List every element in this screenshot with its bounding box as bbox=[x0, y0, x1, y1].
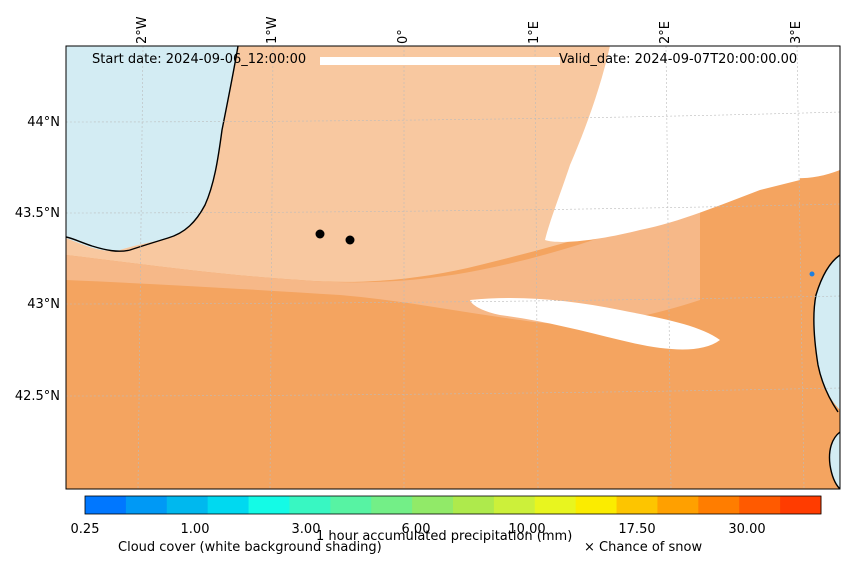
colorbar-tick: 3.00 bbox=[291, 522, 321, 537]
lat-label-43n: 43°N bbox=[27, 297, 60, 312]
colorbar-segment bbox=[248, 496, 290, 514]
colorbar bbox=[84, 495, 822, 515]
colorbar-segment bbox=[616, 496, 658, 514]
land-east bbox=[813, 255, 840, 410]
colorbar-segment bbox=[207, 496, 250, 514]
coastline-east-south bbox=[828, 431, 840, 489]
colorbar-tick: 10.00 bbox=[508, 522, 546, 537]
land-north-west bbox=[66, 46, 238, 251]
lat-label-42-5n: 42.5°N bbox=[14, 389, 60, 404]
colorbar-tick: 1.00 bbox=[180, 522, 210, 537]
colorbar-segment bbox=[575, 496, 618, 514]
header-strip bbox=[320, 57, 560, 65]
valid-date-text: Valid_date: 2024-09-07T20:00:00.00 bbox=[559, 52, 798, 67]
lon-label-1w: 1°W bbox=[265, 16, 280, 44]
colorbar-segment bbox=[739, 496, 781, 514]
colorbar-segment bbox=[493, 496, 536, 514]
lon-label-2e: 2°E bbox=[658, 21, 673, 44]
gridlines bbox=[66, 46, 840, 489]
colorbar-segment bbox=[657, 496, 699, 514]
colorbar-tick: 0.25 bbox=[70, 522, 100, 537]
cloud-free-patch-south bbox=[470, 298, 720, 350]
map-border bbox=[65, 45, 841, 490]
land-east-south bbox=[829, 432, 840, 489]
colorbar-segment bbox=[125, 496, 168, 514]
colorbar-segment bbox=[780, 496, 822, 514]
colorbar-title: 1 hour accumulated precipitation (mm) bbox=[316, 529, 573, 544]
colorbar-segment bbox=[371, 496, 413, 514]
colorbar-segment bbox=[453, 496, 495, 514]
colorbar-segment bbox=[330, 496, 372, 514]
precip-light-band-mid bbox=[66, 200, 700, 324]
start-date-text: Start date: 2024-09-06_12:00:00 bbox=[92, 52, 307, 67]
colorbar-segment bbox=[289, 496, 331, 514]
cloud-free-region-east bbox=[560, 46, 840, 240]
lon-label-2w: 2°W bbox=[135, 16, 150, 44]
coastline-west bbox=[66, 46, 239, 252]
cloud-cover-legend: Cloud cover (white background shading) bbox=[118, 540, 382, 555]
colorbar-segment bbox=[698, 496, 740, 514]
colorbar-tick: 30.00 bbox=[728, 522, 766, 537]
lat-label-44n: 44°N bbox=[27, 115, 60, 130]
colorbar-border bbox=[84, 495, 822, 515]
location-marker-2 bbox=[345, 235, 355, 245]
lon-label-0: 0° bbox=[396, 29, 411, 44]
precip-dot-east bbox=[809, 271, 815, 277]
colorbar-segment bbox=[534, 496, 577, 514]
location-marker-1 bbox=[315, 229, 325, 239]
snow-legend: × Chance of snow bbox=[584, 540, 703, 555]
coastline-east bbox=[813, 254, 840, 413]
lon-label-1e: 1°E bbox=[527, 21, 542, 44]
colorbar-segment bbox=[412, 496, 454, 514]
colorbar-tick: 17.50 bbox=[618, 522, 656, 537]
colorbar-tick: 6.00 bbox=[401, 522, 431, 537]
colorbar-segment bbox=[85, 496, 127, 514]
lon-label-3e: 3°E bbox=[789, 21, 804, 44]
colorbar-segment bbox=[166, 496, 209, 514]
lat-label-43-5n: 43.5°N bbox=[14, 206, 60, 221]
